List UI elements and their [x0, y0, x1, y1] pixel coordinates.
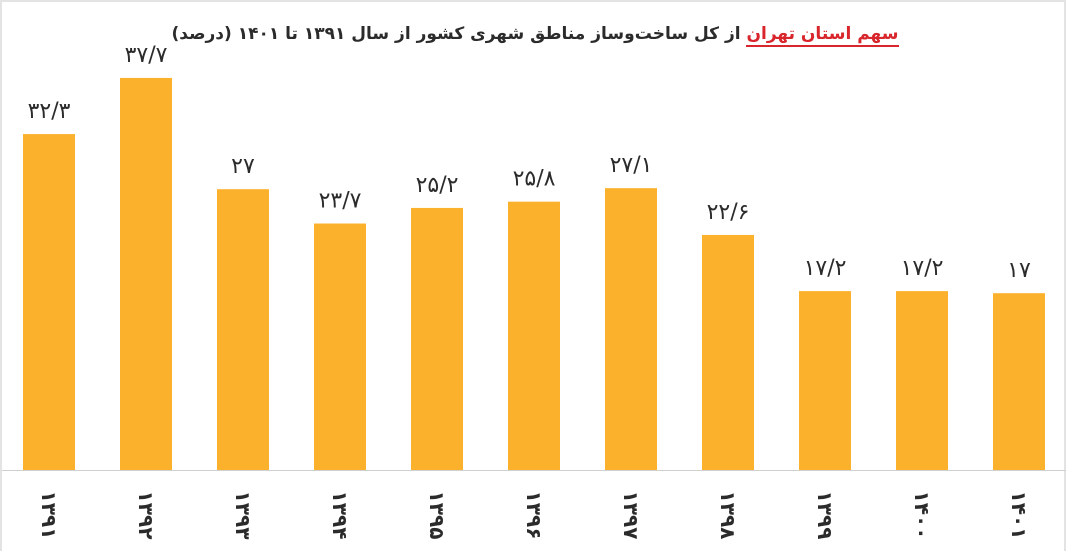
data-label: ۲۲/۶ [707, 200, 750, 225]
data-label: ۱۷/۲ [804, 256, 847, 281]
data-label: ۲۵/۲ [416, 173, 459, 198]
bar [799, 291, 851, 470]
bar [23, 134, 75, 470]
chart-title-highlight: سهم استان تهران [746, 24, 899, 47]
x-tick-label: ۱۳۹۲ [134, 491, 158, 540]
x-tick-label: ۱۴۰۱ [1007, 491, 1031, 540]
bar [217, 189, 269, 470]
x-tick-label: ۱۳۹۹ [813, 491, 837, 540]
chart-title-rest: از کل ساخت‌وساز مناطق شهری کشور از سال ۱… [171, 24, 741, 44]
data-label: ۳۲/۳ [28, 99, 71, 124]
data-label: ۱۷/۲ [901, 256, 944, 281]
data-label: ۱۷ [1007, 258, 1031, 283]
bar [896, 291, 948, 470]
x-tick-label: ۱۳۹۴ [328, 491, 352, 540]
chart-title: سهم استان تهران از کل ساخت‌وساز مناطق شه… [2, 24, 1066, 47]
data-label: ۲۳/۷ [319, 189, 362, 214]
bar [314, 223, 366, 470]
bar [411, 207, 463, 471]
x-tick-label: ۱۴۰۰ [910, 491, 934, 540]
x-tick-label: ۱۳۹۱ [37, 491, 61, 540]
x-tick-label: ۱۳۹۶ [522, 491, 546, 540]
data-label: ۲۷/۱ [610, 153, 653, 178]
bar [605, 188, 657, 470]
data-label: ۲۵/۸ [513, 167, 556, 192]
x-tick-label: ۱۳۹۳ [231, 491, 255, 540]
bar [993, 293, 1045, 470]
data-label: ۳۷/۷ [125, 43, 168, 68]
x-tick-label: ۱۳۹۸ [716, 491, 740, 540]
bar [508, 201, 560, 470]
bar [702, 234, 754, 470]
x-tick-label: ۱۳۹۵ [425, 491, 449, 540]
x-tick-label: ۱۳۹۷ [619, 491, 643, 540]
bar [120, 77, 172, 471]
data-label: ۲۷ [231, 154, 255, 179]
